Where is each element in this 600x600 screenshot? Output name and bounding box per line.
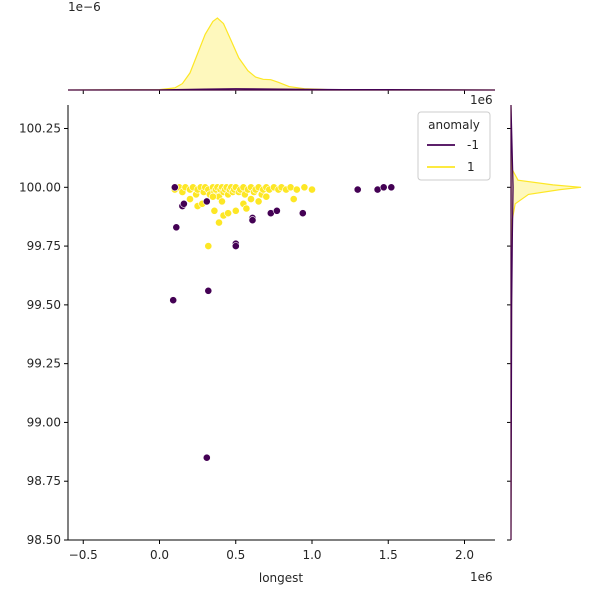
scatter-point-anomaly-1: [308, 185, 316, 194]
x-tick-label: 1.0: [302, 548, 321, 562]
scatter-point-anomaly-minus-1: [231, 242, 240, 250]
top-marginal-offset-text: 1e−6: [68, 0, 101, 14]
y-axis-ticks: 98.50 98.75 99.00 99.25 99.50 99.75 100.00 100.…: [19, 122, 68, 547]
scatter-point-anomaly-1: [210, 206, 219, 215]
scatter-point-anomaly-1: [204, 242, 213, 250]
right-kde-anomaly-1: [510, 104, 582, 541]
top-marginal-kde: [67, 17, 496, 94]
scatter-point-anomaly-1: [292, 185, 301, 194]
right-kde-anomaly-minus-1: [510, 104, 514, 541]
x-tick-label: 0.5: [226, 548, 245, 562]
scatter-point-anomaly-minus-1: [379, 183, 388, 192]
legend-box: [417, 111, 491, 181]
right-marginal-offset-text: 1e6: [470, 93, 493, 107]
scatter-point-anomaly-1: [186, 195, 194, 203]
scatter-point-anomaly-minus-1: [353, 185, 362, 194]
y-tick-label: 99.00: [27, 415, 61, 429]
scatter-point-anomaly-1: [289, 195, 298, 203]
x-tick-label: 0.0: [150, 548, 169, 562]
scatter-point-anomaly-1: [208, 192, 217, 201]
top-kde-anomaly-1: [67, 17, 496, 91]
scatter-point-anomaly-minus-1: [248, 216, 257, 225]
scatter-points: [169, 183, 396, 462]
x-axis-offset-text: 1e6: [470, 570, 493, 584]
y-tick-label: 100.25: [19, 122, 61, 136]
legend: anomaly -1 1: [417, 111, 491, 181]
top-kde-anomaly-minus-1: [67, 88, 496, 91]
scatter-point-anomaly-minus-1: [202, 453, 211, 462]
legend-label-anomaly-1: 1: [467, 160, 475, 174]
scatter-point-anomaly-minus-1: [202, 197, 211, 206]
right-marginal-kde: [507, 104, 582, 541]
scatter-point-anomaly-minus-1: [169, 296, 178, 305]
scatter-point-anomaly-1: [254, 197, 263, 206]
y-tick-label: 100.00: [19, 180, 61, 194]
scatter-point-anomaly-1: [215, 218, 223, 227]
scatter-point-anomaly-1: [224, 209, 232, 218]
legend-title: anomaly: [428, 118, 480, 132]
x-tick-label: 2.0: [455, 548, 474, 562]
scatter-point-anomaly-minus-1: [179, 199, 188, 208]
scatter-point-anomaly-1: [242, 204, 251, 213]
scatter-point-anomaly-minus-1: [272, 206, 281, 215]
scatter-point-anomaly-minus-1: [387, 183, 396, 192]
x-tick-label: 1.5: [379, 548, 398, 562]
scatter-point-anomaly-1: [300, 183, 309, 192]
y-tick-label: 98.75: [27, 474, 61, 488]
main-axes: [67, 105, 495, 541]
y-tick-label: 98.50: [27, 533, 61, 547]
x-tick-label: −0.5: [69, 548, 98, 562]
scatter-point-anomaly-1: [218, 197, 226, 206]
legend-label-anomaly-minus-1: -1: [467, 138, 479, 152]
x-axis-label: longest: [259, 571, 304, 585]
scatter-point-anomaly-1: [247, 195, 255, 203]
y-tick-label: 99.50: [27, 298, 61, 312]
scatter-point-anomaly-minus-1: [204, 286, 213, 295]
y-tick-label: 99.25: [27, 357, 61, 371]
x-axis-ticks: −0.5 0.0 0.5 1.0 1.5 2.0: [69, 540, 474, 562]
y-tick-label: 99.75: [27, 239, 61, 253]
scatter-point-anomaly-minus-1: [298, 209, 307, 218]
scatter-point-anomaly-1: [262, 192, 271, 201]
scatter-point-anomaly-1: [231, 206, 240, 215]
scatter-point-anomaly-minus-1: [172, 223, 181, 232]
scatter-point-anomaly-minus-1: [170, 183, 179, 192]
